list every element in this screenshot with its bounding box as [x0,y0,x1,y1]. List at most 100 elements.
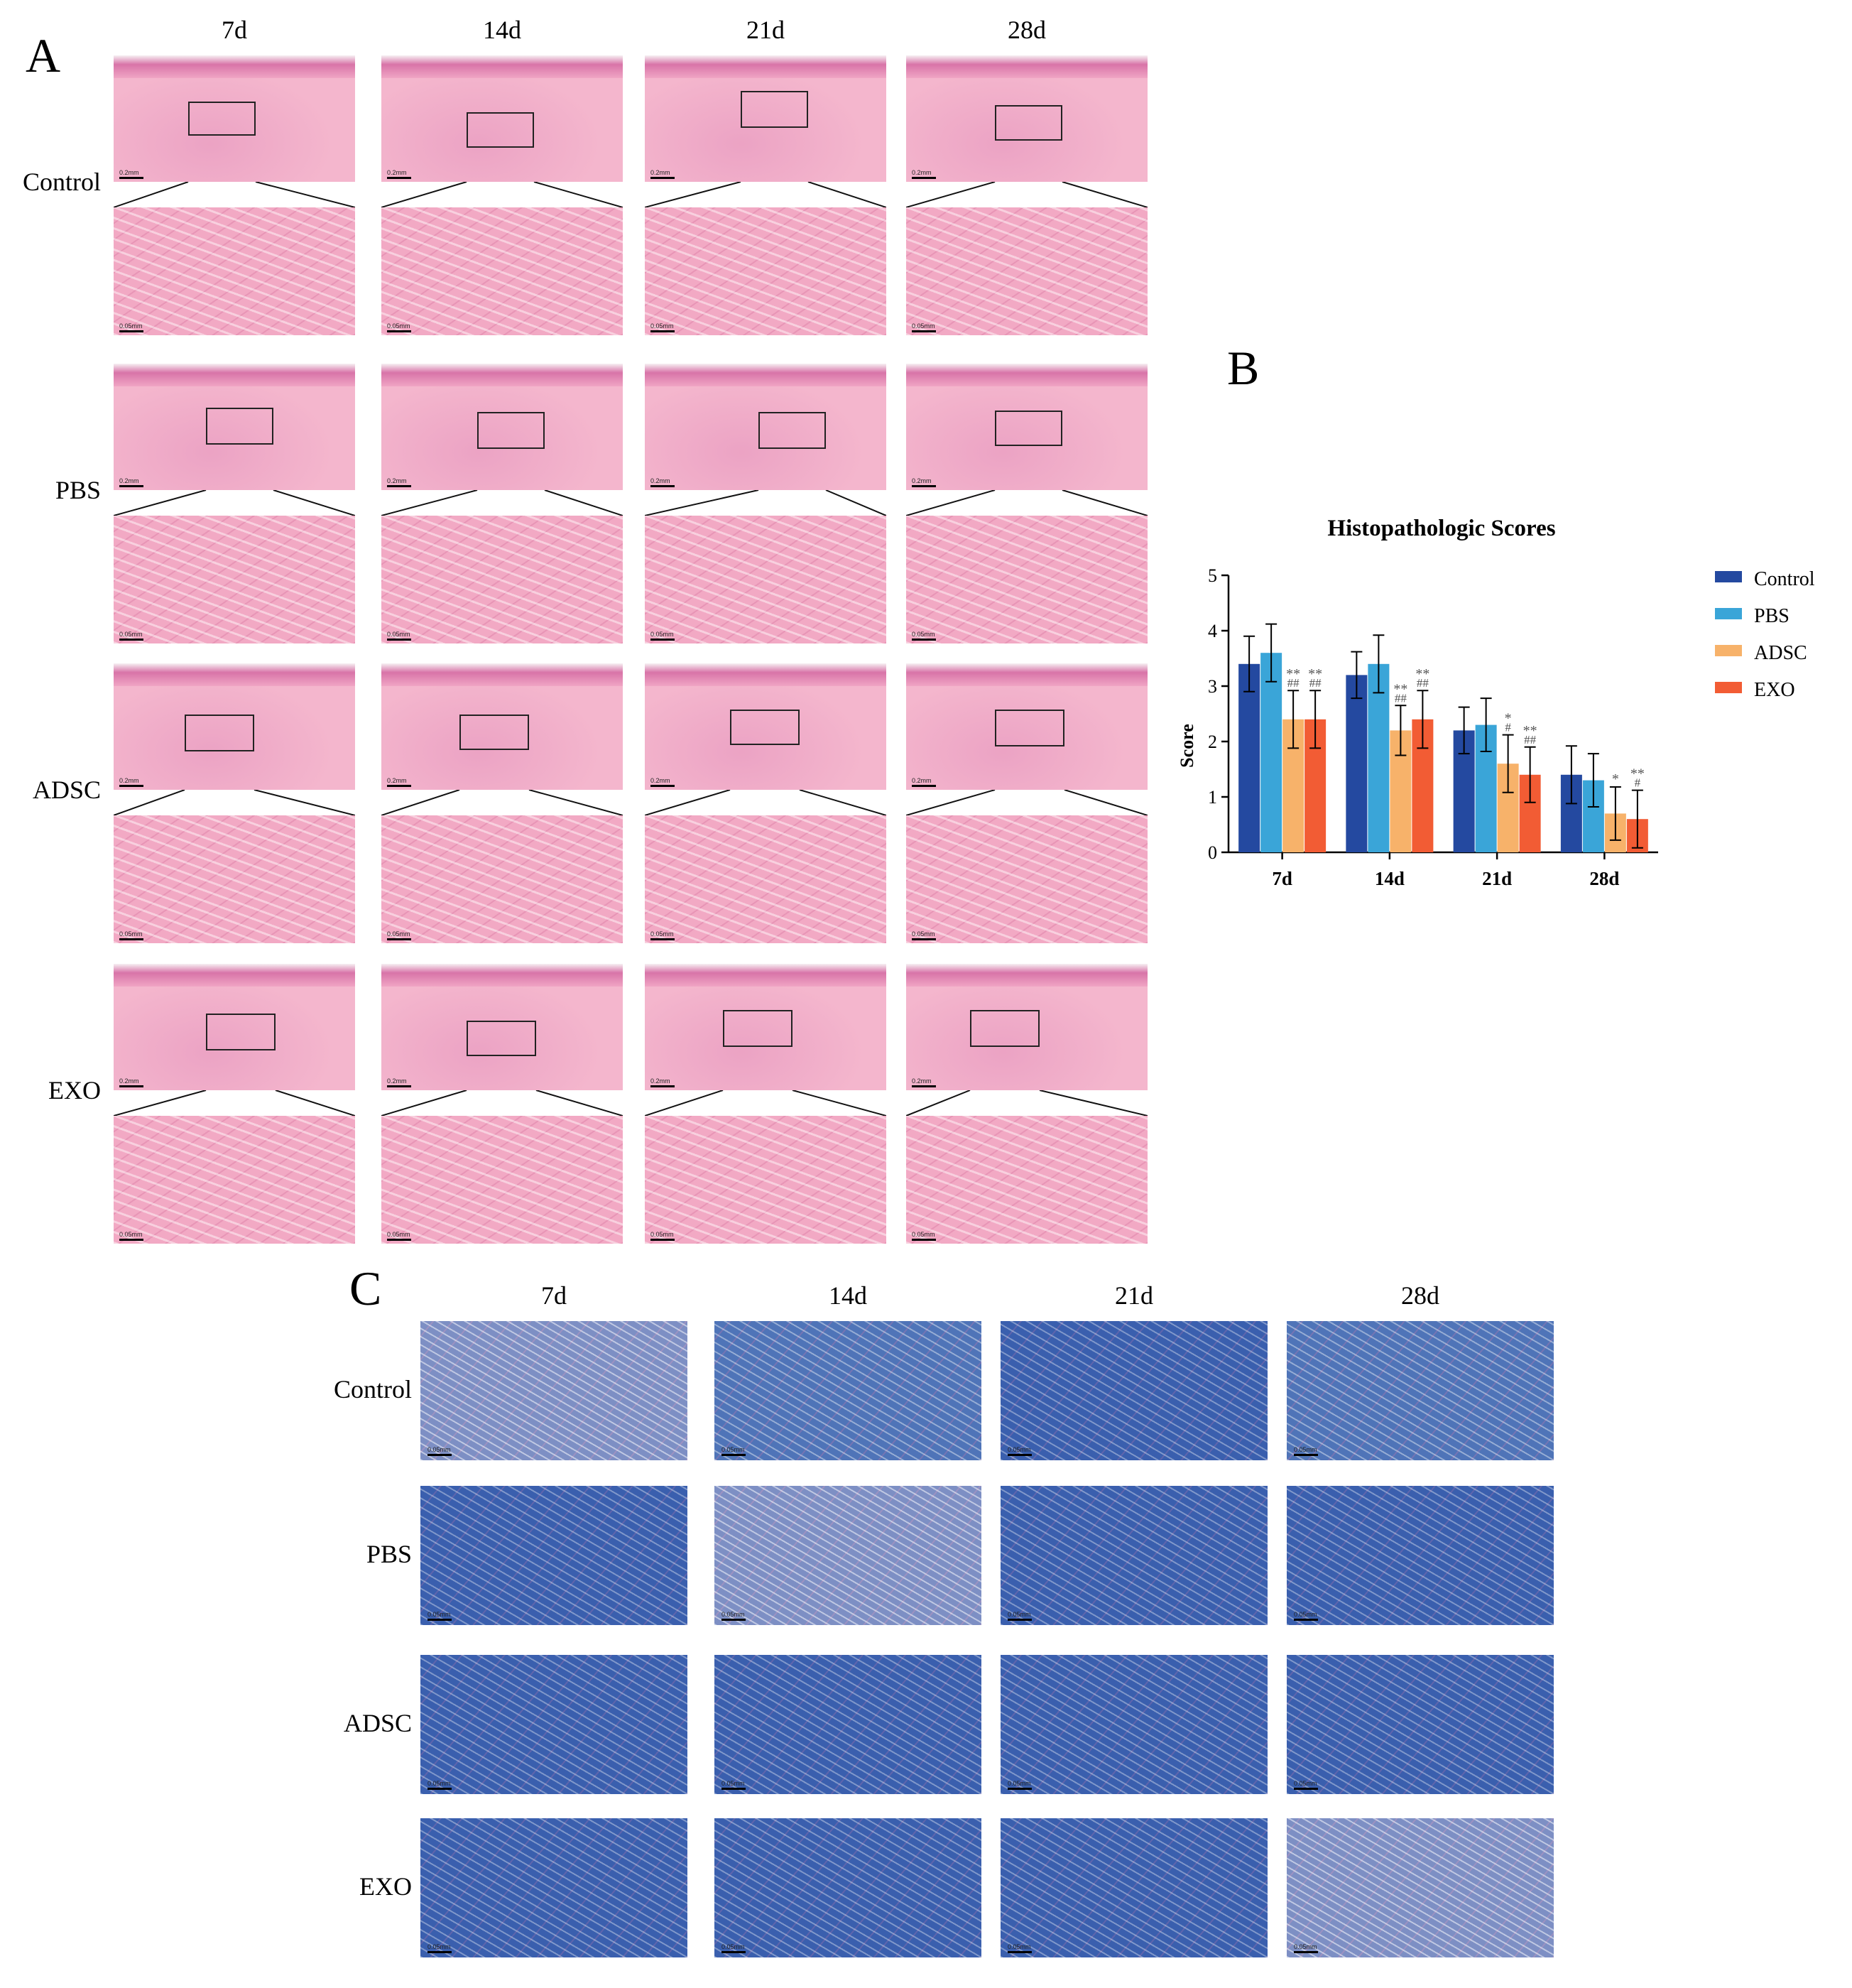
scale-bar-line [721,1951,746,1953]
connector-line [114,490,207,516]
scale-bar-line [912,1239,936,1241]
scale-bar-line [387,639,411,641]
scale-bar: 0.05mm [650,930,675,940]
y-tick-label: 1 [1208,787,1217,808]
scale-bar-line [912,938,936,940]
he-overview-image: 0.2mm [114,55,355,182]
bar-control-14d [1346,675,1368,852]
scale-bar: 0.05mm [119,631,143,641]
scale-bar-line [119,639,143,641]
zoom-connector-lines [114,182,355,207]
chart-title: Histopathologic Scores [1327,516,1555,541]
panel-a-row-label-pbs: PBS [55,476,101,504]
connector-line [792,1090,886,1116]
scale-bar: 0.05mm [1008,1780,1032,1790]
scale-bar-line [387,485,411,487]
connector-line [906,1090,971,1116]
zoom-region-box [206,1014,276,1050]
he-magnified-image: 0.05mm [645,207,886,335]
scale-bar: 0.05mm [387,322,411,332]
zoom-connector-lines [906,490,1148,516]
significance-star: * [1505,711,1512,727]
panel-c-letter: C [349,1261,382,1315]
panel-a-column-header-7d: 7d [222,16,247,44]
connector-line [1064,790,1148,815]
scale-bar-line [119,1085,143,1087]
connector-line [381,1090,467,1116]
panel-a-row-label-control: Control [22,168,101,196]
significance-hash: # [1505,721,1511,734]
scale-bar-line [650,639,675,641]
epidermis-layer [114,663,355,687]
he-overview-image: 0.2mm [381,55,623,182]
connector-line [381,182,467,207]
scale-bar-line [1008,1619,1032,1621]
he-overview-image: 0.2mm [381,364,623,490]
legend-label-exo: EXO [1754,679,1795,701]
scale-bar: 0.05mm [721,1943,746,1953]
histopathologic-scores-chart: Histopathologic Scores Score 012345##**#… [1177,516,1815,889]
epidermis-layer [114,55,355,79]
masson-trichrome-image: 0.05mm [420,1655,687,1794]
he-overview-image: 0.2mm [114,663,355,790]
epidermis-layer [114,964,355,987]
legend-swatch-pbs [1715,608,1742,619]
connector-line [1039,1090,1148,1116]
scale-bar-line [1294,1951,1318,1953]
scale-bar: 0.05mm [427,1446,452,1456]
scale-bar-line [1008,1788,1032,1790]
he-magnified-image: 0.05mm [906,516,1148,643]
masson-trichrome-image: 0.05mm [714,1321,981,1460]
panel-c-row-label-control: Control [333,1375,412,1403]
connector-line [1062,490,1148,516]
scale-bar: 0.2mm [119,477,143,487]
scale-bar-line [119,485,143,487]
masson-trichrome-image: 0.05mm [1001,1818,1268,1957]
scale-bar-line [650,785,675,787]
zoom-region-box [185,715,254,751]
connector-line [535,1090,623,1116]
x-tick-label-21d: 21d [1482,868,1512,889]
scale-bar: 0.2mm [119,777,143,787]
panel-a-row-label-exo: EXO [48,1076,101,1104]
scale-bar-line [1008,1454,1032,1456]
zoom-region-box [459,715,529,750]
connector-line [381,490,478,516]
scale-bar-line [912,177,936,179]
legend-label-adsc: ADSC [1754,642,1807,664]
significance-star: ** [1308,666,1322,682]
scale-bar-line [912,485,936,487]
scale-bar: 0.05mm [1294,1446,1318,1456]
epidermis-layer [645,55,886,79]
scale-bar-line [387,330,411,332]
panel-c-row-label-pbs: PBS [366,1540,412,1568]
significance-hash: ## [1417,676,1429,690]
scale-bar-line [650,1085,675,1087]
he-magnified-image: 0.05mm [381,815,623,943]
scale-bar: 0.05mm [427,1943,452,1953]
epidermis-layer [381,55,623,79]
scale-bar-line [912,639,936,641]
scale-bar: 0.05mm [912,322,936,332]
epidermis-layer [906,364,1148,387]
scale-bar-line [119,177,143,179]
scale-bar-line [387,938,411,940]
connector-line [645,182,741,207]
connector-line [528,790,623,815]
zoom-connector-lines [381,490,623,516]
scale-bar: 0.05mm [387,1231,411,1241]
scale-bar-line [387,1239,411,1241]
scale-bar-line [427,1951,452,1953]
zoom-region-box [188,102,256,136]
legend-swatch-exo [1715,682,1742,693]
scale-bar: 0.05mm [650,322,675,332]
zoom-connector-lines [381,182,623,207]
zoom-region-box [467,1021,536,1056]
he-magnified-image: 0.05mm [114,815,355,943]
zoom-connector-lines [381,1090,623,1116]
scale-bar: 0.05mm [1294,1780,1318,1790]
he-overview-image: 0.2mm [114,964,355,1090]
significance-hash: ## [1287,676,1300,690]
zoom-region-box [970,1010,1040,1047]
legend-label-pbs: PBS [1754,605,1790,627]
